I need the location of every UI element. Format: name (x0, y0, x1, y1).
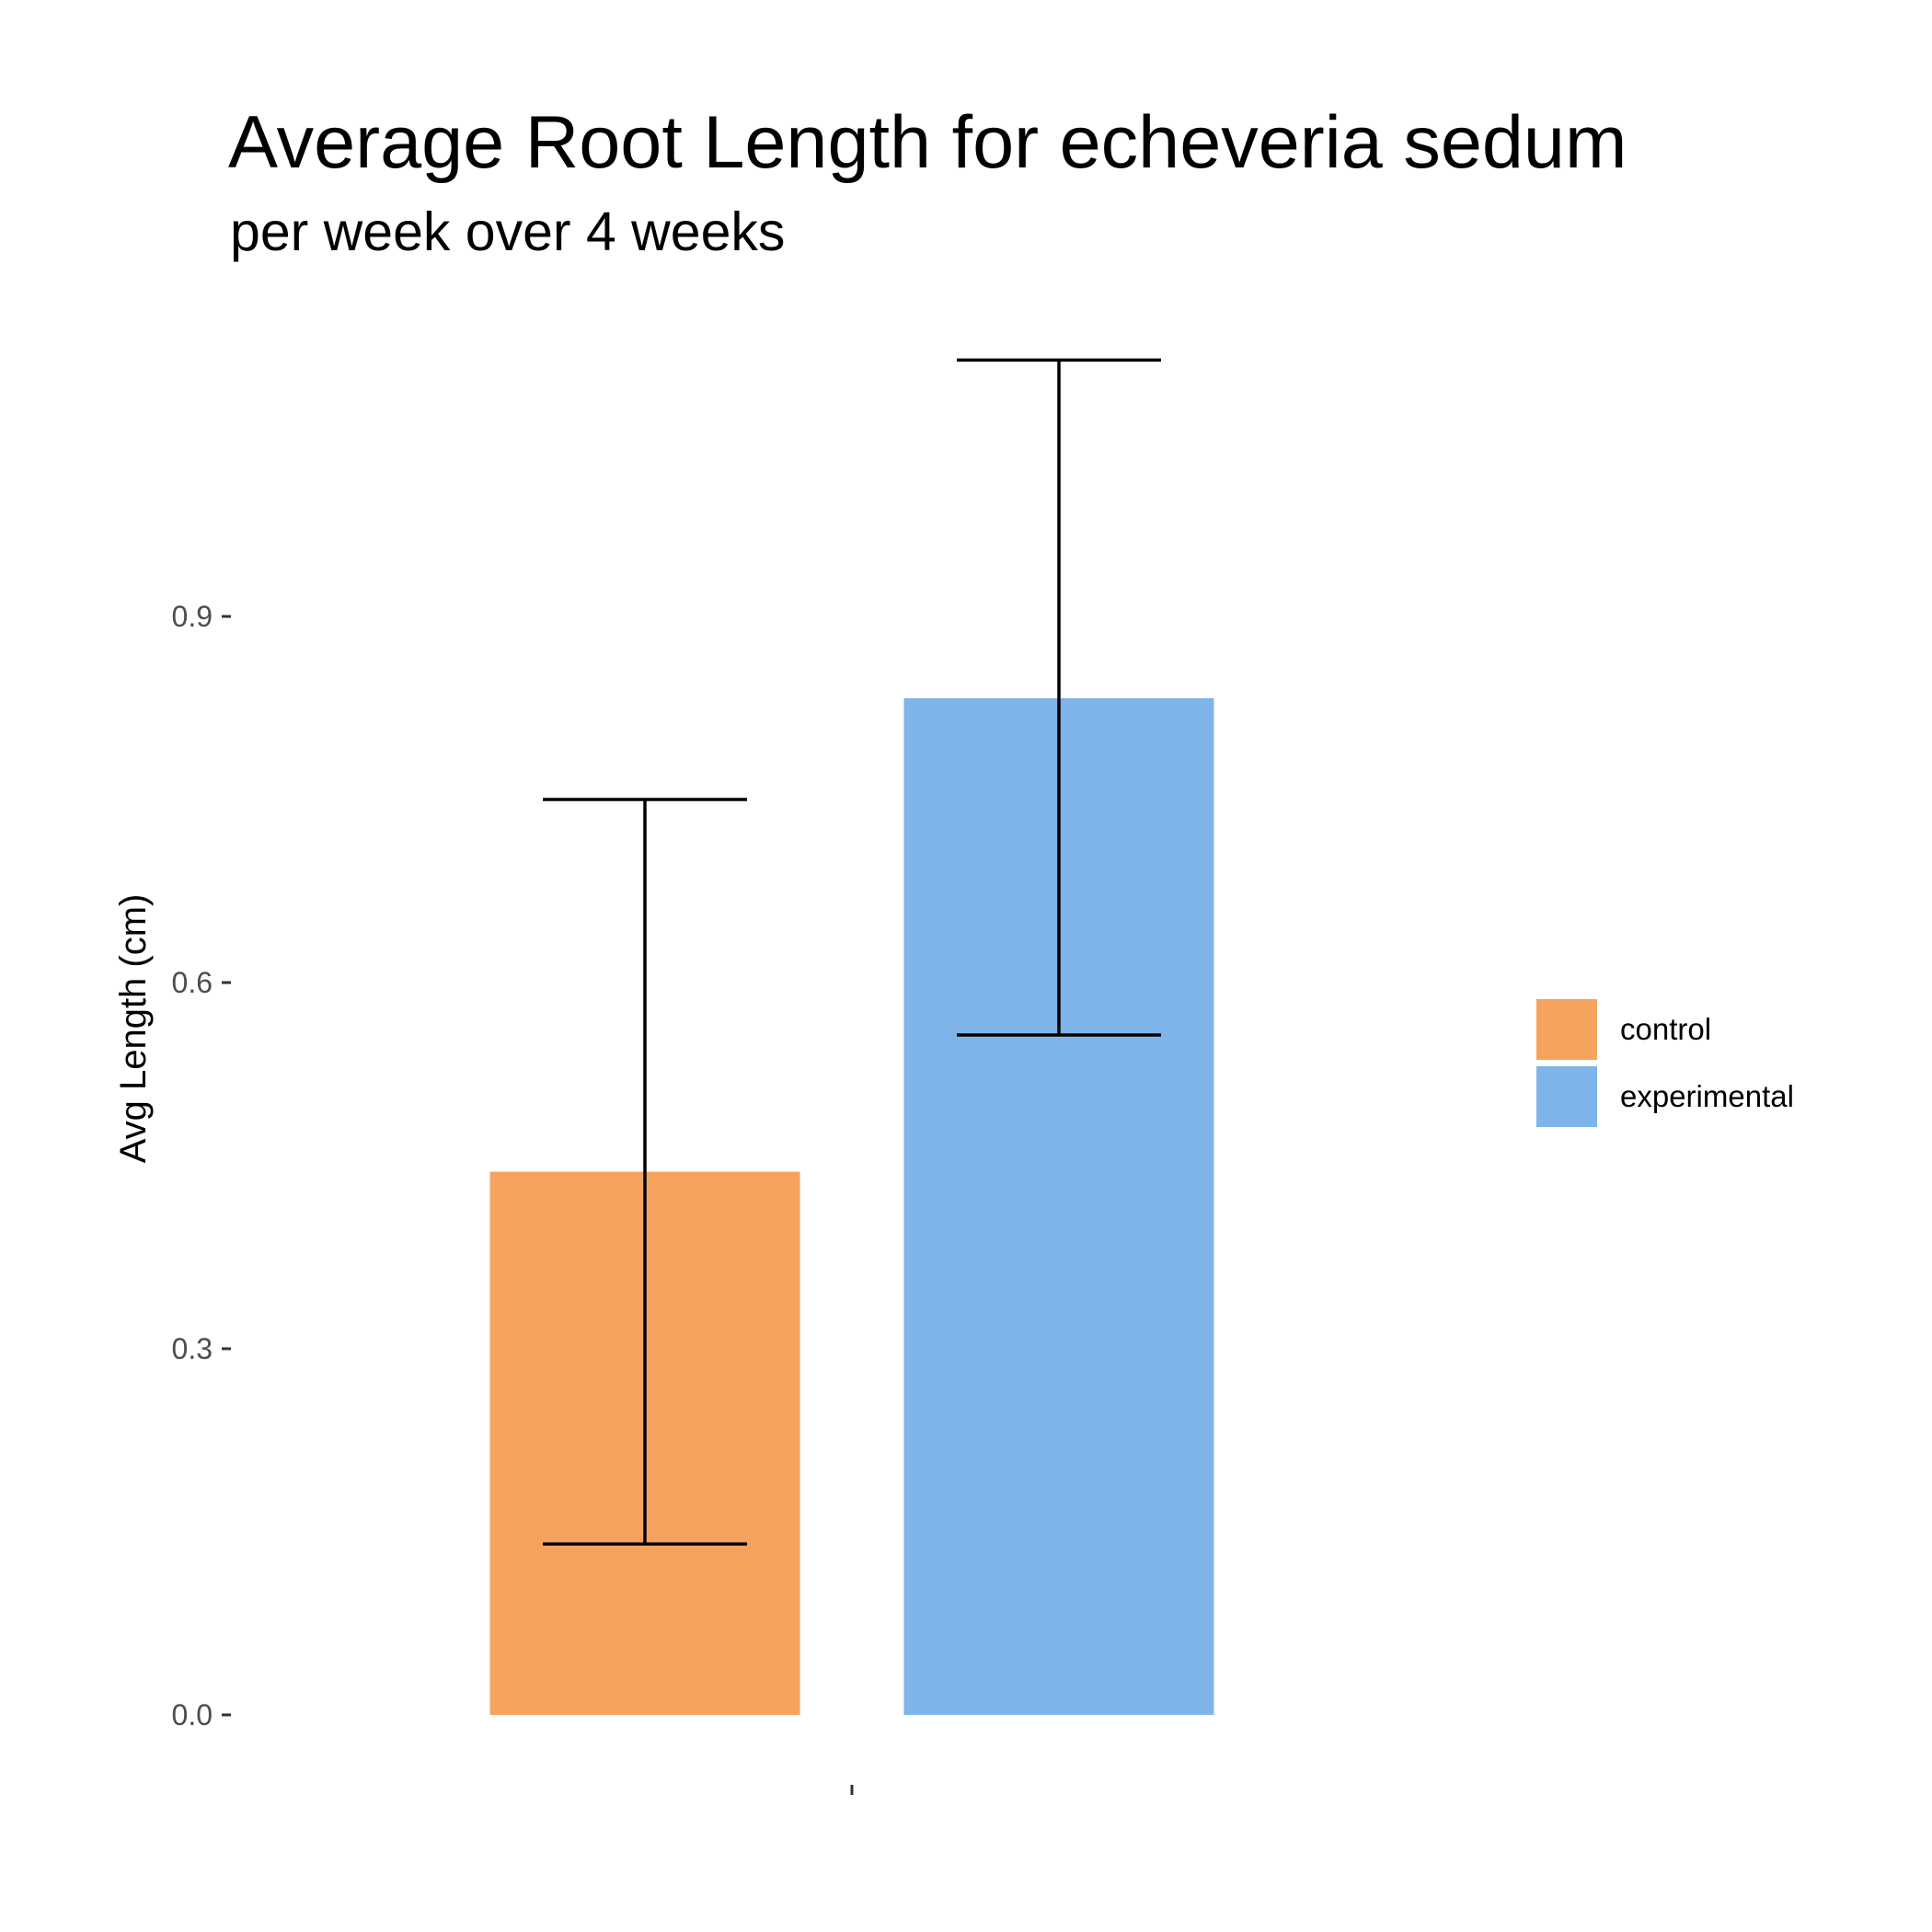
y-tick-label: 0.3 (172, 1332, 213, 1365)
y-axis: 0.0 0.3 0.6 0.9 (172, 600, 231, 1731)
legend-swatch (1536, 999, 1597, 1060)
error-bar-control (543, 798, 747, 1547)
legend-label: experimental (1620, 1079, 1794, 1113)
bars (489, 697, 1214, 1715)
legend-item-experimental: experimental (1536, 1066, 1794, 1127)
y-tick-label: 0.6 (172, 966, 213, 999)
y-axis-label: Avg Length (cm) (113, 894, 154, 1164)
legend: control experimental (1536, 999, 1794, 1127)
error-bar-experimental (957, 358, 1161, 1037)
legend-item-control: control (1536, 999, 1711, 1060)
y-tick-label: 0.0 (172, 1698, 213, 1731)
chart-title: Average Root Length for echeveria sedum (228, 101, 1627, 184)
legend-label: control (1620, 1012, 1711, 1046)
chart-subtitle: per week over 4 weeks (230, 201, 785, 262)
legend-swatch (1536, 1066, 1597, 1127)
error-bars (543, 358, 1161, 1547)
y-tick-label: 0.9 (172, 600, 213, 633)
